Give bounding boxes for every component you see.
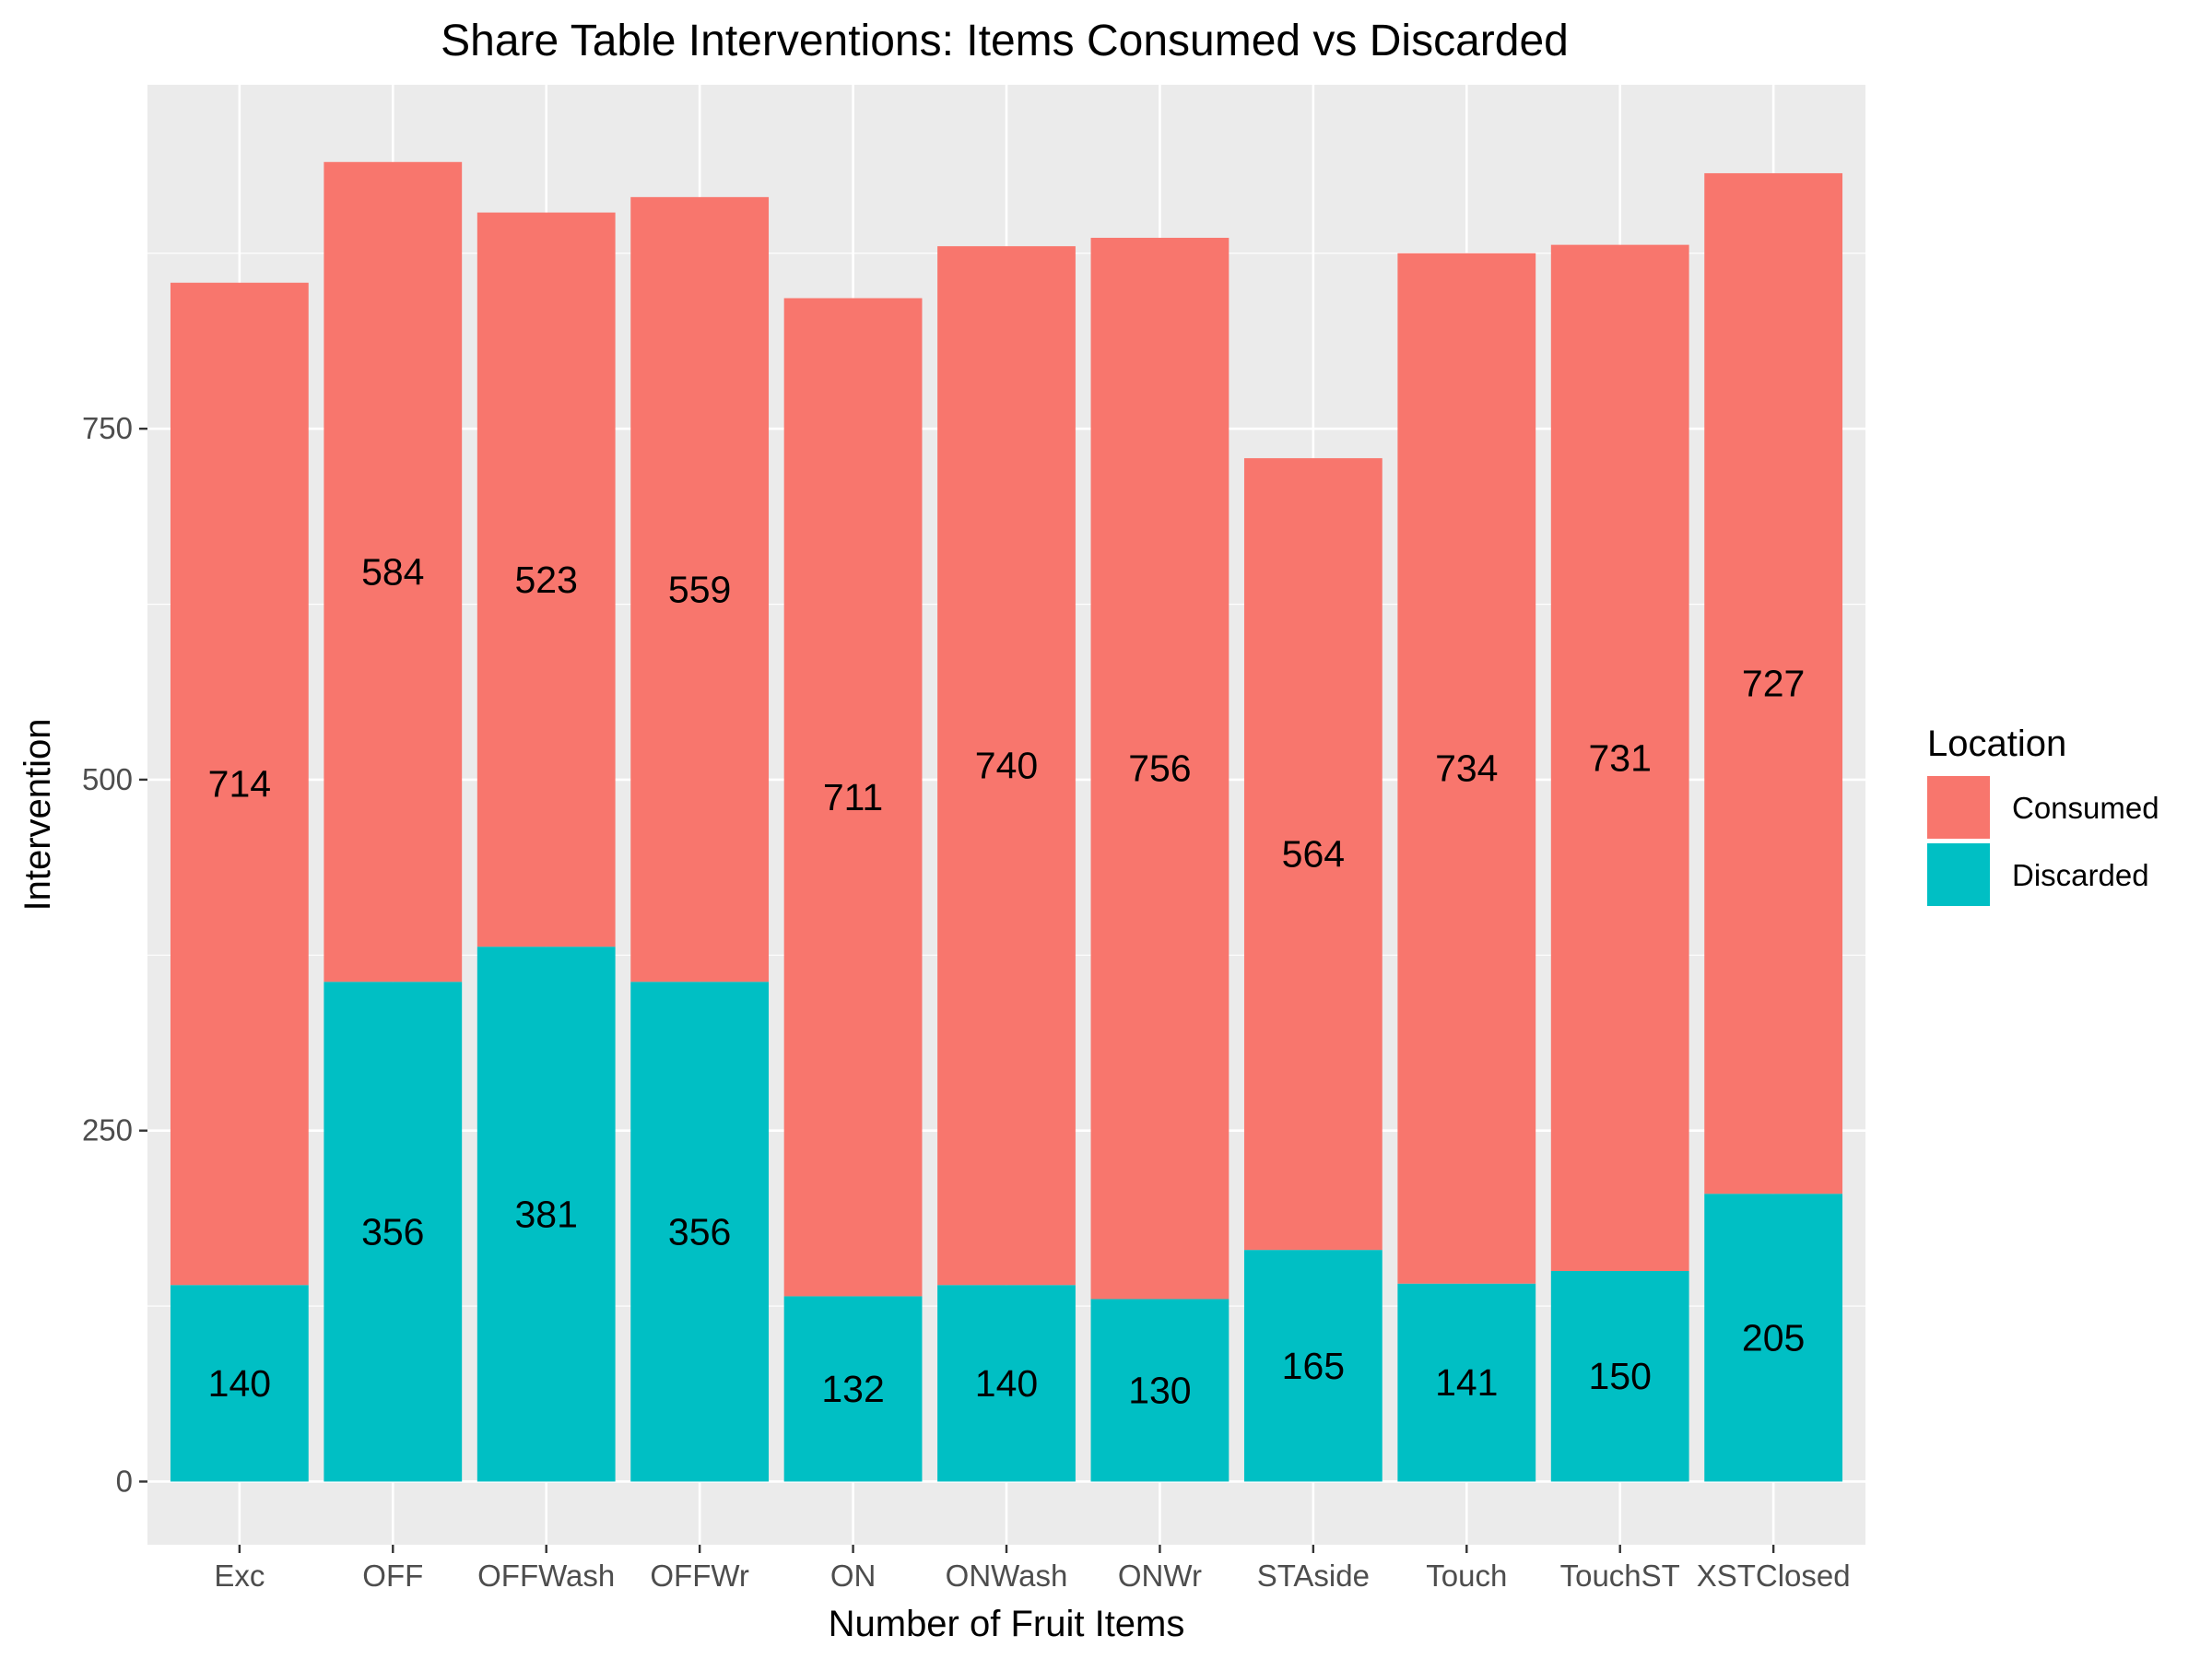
bar-discarded [1243,1250,1382,1482]
bar-discarded [1090,1299,1230,1482]
bar-discarded [1550,1271,1689,1482]
legend-label-consumed: Consumed [2012,791,2159,825]
x-tick-label: TouchST [1560,1559,1680,1593]
bar-label-discarded: 356 [668,1210,731,1253]
bar-discarded [937,1285,1076,1482]
bar-consumed [1243,458,1382,1251]
bar-label-consumed: 731 [1589,736,1652,779]
bar-label-discarded: 205 [1742,1316,1805,1359]
y-axis-title: Intervention [18,718,58,911]
legend: Location Consumed Discarded [1927,724,2159,906]
bar-consumed [937,246,1076,1286]
x-tick-label: XSTClosed [1697,1559,1851,1593]
bar-discarded [324,982,463,1482]
bar-label-discarded: 132 [821,1368,884,1410]
bar-label-discarded: 356 [361,1210,424,1253]
bar-label-discarded: 150 [1589,1355,1652,1397]
bars [170,161,1843,1482]
bar-discarded [1397,1283,1536,1482]
bar-consumed [1397,253,1536,1284]
x-tick-label: OFFWr [650,1559,749,1593]
legend-title: Location [1927,724,2066,764]
legend-key-consumed [1927,776,1990,839]
x-tick-label: OFF [362,1559,423,1593]
bar-label-discarded: 141 [1435,1361,1498,1404]
legend-label-discarded: Discarded [2012,858,2149,892]
bar-consumed [477,212,616,947]
x-tick-label: ONWash [946,1559,1068,1593]
legend-key-discarded [1927,843,1990,906]
y-tick-label: 750 [82,411,133,445]
bar-discarded [477,947,616,1482]
bar-label-discarded: 381 [515,1193,578,1235]
x-tick-label: ON [830,1559,877,1593]
bar-label-consumed: 714 [208,762,271,805]
bar-discarded [1704,1194,1843,1482]
bar-label-consumed: 756 [1128,747,1191,790]
x-tick-label: ONWr [1118,1559,1202,1593]
bar-discarded [783,1296,923,1482]
bar-label-consumed: 727 [1742,663,1805,705]
bar-consumed [630,196,770,982]
bar-consumed [324,161,463,982]
bar-consumed [1704,172,1843,1194]
bar-consumed [1090,238,1230,1300]
y-tick-label: 250 [82,1113,133,1147]
y-tick-label: 0 [116,1464,133,1498]
bar-label-consumed: 523 [515,559,578,601]
bar-label-consumed: 711 [823,776,883,818]
x-tick-label: Exc [214,1559,265,1593]
bar-discarded [630,982,770,1482]
bar-label-discarded: 165 [1282,1345,1345,1387]
bar-label-consumed: 740 [975,745,1038,787]
x-tick-label: STAside [1257,1559,1370,1593]
bar-label-consumed: 564 [1282,833,1345,876]
chart-title: Share Table Interventions: Items Consume… [441,17,1569,65]
bar-consumed [783,298,923,1297]
x-tick-label: Touch [1426,1559,1507,1593]
x-axis: Exc OFF OFFWash OFFWr ON ONWash ONWr STAside Tou… [214,1545,1851,1593]
bar-label-consumed: 559 [668,569,731,611]
bar-labels: 140 356 381 356 132 140 130 165 141 150 205 714 584 5… [208,551,1806,1412]
bar-label-discarded: 140 [208,1362,271,1405]
bar-label-discarded: 140 [975,1362,1038,1405]
x-axis-title: Number of Fruit Items [829,1604,1185,1644]
y-tick-label: 500 [82,762,133,796]
bar-consumed [1550,244,1689,1272]
bar-consumed [170,282,309,1286]
bar-label-consumed: 734 [1435,747,1498,790]
y-axis: 0 250 500 750 [82,411,147,1498]
x-tick-label: OFFWash [477,1559,615,1593]
bar-label-discarded: 130 [1128,1369,1191,1411]
bar-discarded [170,1285,309,1482]
bar-label-consumed: 584 [361,551,424,594]
